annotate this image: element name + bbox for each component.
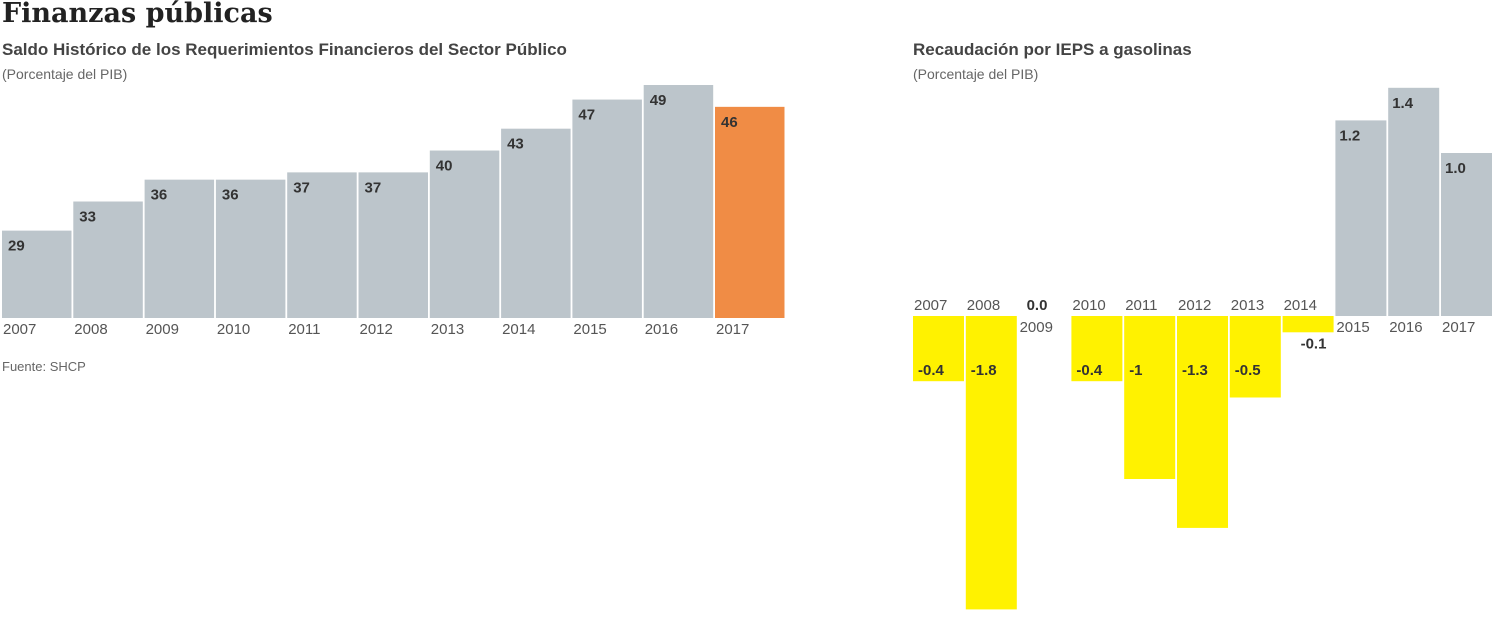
year-label-rfsp-2015: 2015 (573, 321, 606, 338)
bar-ieps-2015 (1335, 120, 1387, 317)
value-label-rfsp-2010: 36 (222, 187, 239, 204)
year-label-rfsp-2016: 2016 (645, 321, 678, 338)
year-label-ieps-2017: 2017 (1442, 319, 1475, 336)
chart-title-rfsp: Saldo Histórico de los Requerimientos Fi… (2, 40, 567, 59)
bar-ieps-2007 (913, 316, 964, 382)
value-label-rfsp-2015: 47 (578, 107, 595, 124)
value-label-rfsp-2008: 33 (79, 209, 96, 226)
value-label-rfsp-2014: 43 (507, 136, 524, 153)
year-label-rfsp-2007: 2007 (3, 321, 36, 338)
value-label-ieps-2008: -1.8 (971, 362, 997, 379)
bar-rfsp-2010 (215, 179, 286, 318)
bar-ieps-2016 (1388, 87, 1440, 316)
year-label-rfsp-2014: 2014 (502, 321, 535, 338)
value-label-ieps-2016: 1.4 (1392, 95, 1414, 112)
year-label-ieps-2016: 2016 (1389, 319, 1422, 336)
value-label-ieps-2007: -0.4 (918, 362, 945, 379)
bar-rfsp-2015 (572, 99, 642, 318)
bar-rfsp-2012 (358, 172, 428, 318)
bar-rfsp-2011 (287, 172, 357, 318)
value-label-rfsp-2013: 40 (436, 158, 453, 175)
year-label-rfsp-2009: 2009 (146, 321, 179, 338)
bar-rfsp-2008 (73, 201, 143, 318)
value-label-ieps-2012: -1.3 (1182, 362, 1208, 379)
bar-rfsp-2017 (715, 106, 785, 318)
bar-ieps-2014 (1282, 316, 1334, 333)
year-label-ieps-2009: 2009 (1020, 319, 1053, 336)
year-label-ieps-2013: 2013 (1231, 297, 1264, 314)
bar-rfsp-2007 (2, 230, 72, 318)
year-label-ieps-2015: 2015 (1336, 319, 1369, 336)
year-label-rfsp-2017: 2017 (716, 321, 749, 338)
year-label-ieps-2008: 2008 (967, 297, 1000, 314)
page-title: Finanzas públicas (2, 0, 273, 29)
bar-ieps-2013 (1229, 316, 1281, 398)
value-label-ieps-2010: -0.4 (1076, 362, 1103, 379)
value-label-ieps-2011: -1 (1129, 362, 1142, 379)
chart-unit-ieps: (Porcentaje del PIB) (913, 66, 1039, 82)
year-label-rfsp-2010: 2010 (217, 321, 250, 338)
year-label-rfsp-2012: 2012 (360, 321, 393, 338)
year-label-ieps-2012: 2012 (1178, 297, 1211, 314)
year-label-rfsp-2008: 2008 (74, 321, 107, 338)
chart-unit-rfsp: (Porcentaje del PIB) (2, 66, 128, 82)
value-label-ieps-2014: -0.1 (1301, 335, 1327, 352)
year-label-ieps-2011: 2011 (1125, 297, 1157, 314)
bar-ieps-2011 (1124, 316, 1176, 479)
chart-title-ieps: Recaudación por IEPS a gasolinas (913, 40, 1192, 59)
value-label-rfsp-2009: 36 (151, 187, 168, 204)
bar-rfsp-2016 (643, 85, 714, 318)
bar-ieps-2008 (965, 316, 1017, 610)
value-label-rfsp-2017: 46 (721, 114, 738, 131)
bar-rfsp-2014 (501, 128, 571, 318)
value-label-ieps-2013: -0.5 (1235, 362, 1261, 379)
year-label-rfsp-2011: 2011 (288, 321, 320, 338)
value-label-ieps-2017: 1.0 (1445, 160, 1466, 177)
year-label-ieps-2010: 2010 (1072, 297, 1105, 314)
bar-ieps-2010 (1071, 316, 1123, 382)
value-label-ieps-2015: 1.2 (1339, 127, 1360, 144)
value-label-rfsp-2011: 37 (293, 179, 310, 196)
bar-rfsp-2009 (144, 179, 215, 318)
value-label-rfsp-2012: 37 (365, 179, 382, 196)
year-label-ieps-2014: 2014 (1284, 297, 1317, 314)
source-note: Fuente: SHCP (2, 359, 86, 374)
bar-rfsp-2013 (429, 150, 500, 318)
value-label-rfsp-2016: 49 (650, 92, 667, 109)
value-label-ieps-2009: 0.0 (1027, 297, 1048, 314)
value-label-rfsp-2007: 29 (8, 238, 25, 255)
bar-ieps-2012 (1177, 316, 1228, 528)
year-label-ieps-2007: 2007 (914, 297, 947, 314)
year-label-rfsp-2013: 2013 (431, 321, 464, 338)
bar-ieps-2017 (1441, 153, 1492, 316)
